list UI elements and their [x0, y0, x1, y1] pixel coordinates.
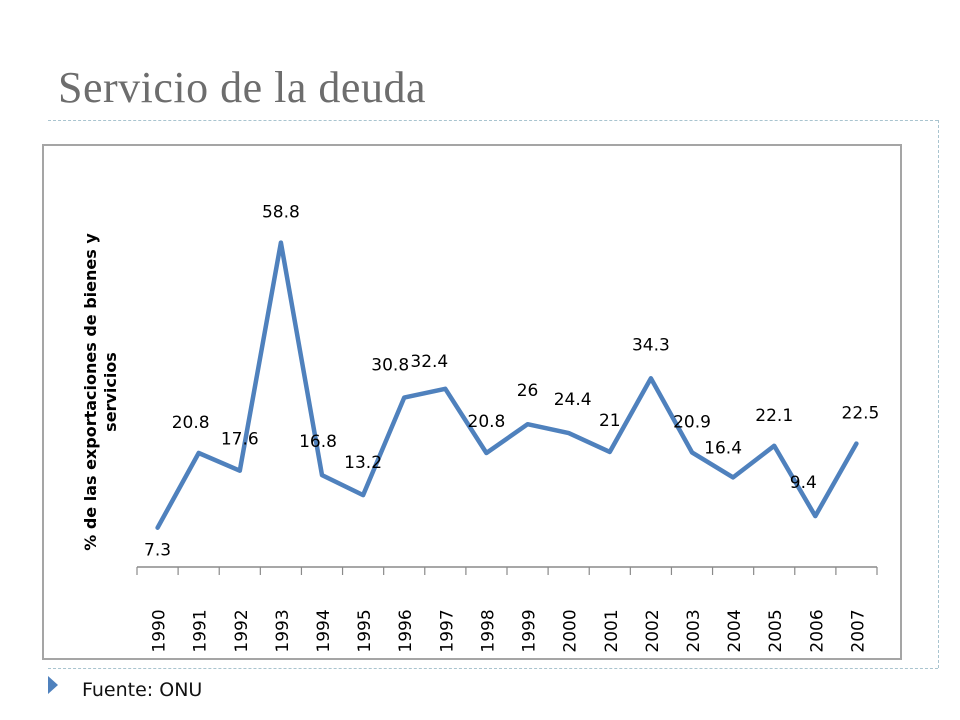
data-label: 17.6 [221, 430, 259, 450]
x-tick-label: 1992 [232, 609, 252, 652]
data-label: 26 [517, 381, 539, 401]
source-note: Fuente: ONU [82, 679, 203, 701]
data-label: 7.3 [144, 541, 171, 561]
x-tick-label: 1995 [355, 609, 375, 652]
y-axis-title-line: % de las exportaciones de bienes y [81, 233, 100, 551]
line-chart: % de las exportaciones de bienes yservic… [81, 203, 879, 653]
data-label: 34.3 [632, 335, 670, 355]
x-tick-label: 1994 [314, 609, 334, 652]
data-label: 58.8 [262, 203, 300, 223]
x-tick-label: 2000 [561, 609, 581, 652]
right-divider [938, 120, 939, 668]
x-tick-label: 1997 [437, 609, 457, 652]
y-axis-title-line: servicios [101, 352, 120, 432]
x-tick-label: 1993 [273, 609, 293, 652]
x-tick-label: 1991 [191, 609, 211, 652]
x-tick-label: 2002 [643, 609, 663, 652]
data-label: 20.8 [172, 413, 210, 433]
data-label: 20.9 [673, 412, 711, 432]
x-axis: 1990 1991 1992 1993 1994 1995 1996 1997 1998 1999… [136, 566, 878, 653]
y-axis-label-group: % de las exportaciones de bienes yservic… [81, 233, 120, 551]
data-label: 20.8 [468, 412, 506, 432]
slide-title: Servicio de la deuda [58, 63, 426, 112]
data-label: 21 [599, 411, 621, 431]
x-tick-label: 2003 [684, 609, 704, 652]
x-tick-label: 2006 [807, 609, 827, 652]
series-line [155, 240, 859, 530]
data-label: 32.4 [410, 352, 448, 372]
bottom-divider [48, 668, 938, 669]
data-label: 22.5 [842, 404, 880, 424]
x-tick-label: 2001 [602, 609, 622, 652]
data-label: 22.1 [755, 406, 793, 426]
data-label: 16.8 [299, 432, 337, 452]
x-tick-label: 1996 [396, 609, 416, 652]
title-divider [48, 120, 938, 121]
x-tick-label: 1990 [150, 609, 170, 652]
x-tick-label: 2005 [766, 609, 786, 652]
x-tick-label: 1998 [478, 609, 498, 652]
x-tick-label: 2007 [848, 609, 868, 652]
series-line-group [155, 240, 859, 530]
chart-frame: % de las exportaciones de bienes yservic… [42, 144, 902, 660]
data-label: 9.4 [790, 473, 817, 493]
data-label: 13.2 [344, 453, 382, 473]
data-label: 16.4 [704, 438, 742, 458]
data-label: 30.8 [371, 356, 409, 376]
x-tick-label: 1999 [520, 609, 540, 652]
x-tick-label: 2004 [725, 609, 745, 652]
data-labels: 7.3 20.8 17.6 58.8 16.8 13.2 30.8 32.4 20.8 26 24.… [144, 203, 879, 561]
y-axis-title: % de las exportaciones de bienes yservic… [81, 233, 120, 551]
bullet-icon [48, 676, 58, 694]
data-label: 24.4 [554, 390, 592, 410]
